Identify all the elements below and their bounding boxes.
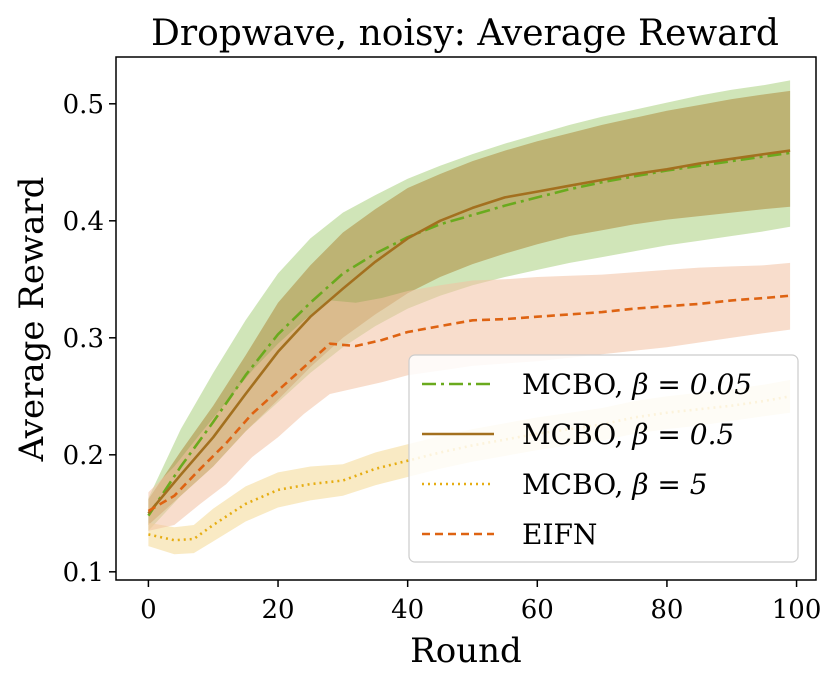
x-axis-ticks: 0 20 40 60 80 100 [140, 580, 821, 625]
chart-title: Dropwave, noisy: Average Reward [151, 13, 779, 54]
legend-label-1: MCBO, β = 0.5 [522, 418, 734, 451]
x-tick-label: 60 [521, 595, 554, 625]
series-3-band [148, 262, 791, 531]
y-tick-label: 0.3 [63, 324, 104, 354]
x-tick-label: 80 [650, 595, 683, 625]
legend-label-3: EIFN [522, 518, 597, 551]
x-tick-label: 100 [772, 595, 822, 625]
series-1-band [148, 90, 791, 526]
legend-entries: MCBO, β = 0.05 MCBO, β = 0.5 MCBO, β = 5 EI… [422, 368, 752, 551]
series-0-line [147, 151, 791, 517]
y-axis-label: Average Reward [12, 177, 52, 463]
x-tick-label: 20 [261, 595, 294, 625]
x-tick-label: 0 [140, 595, 157, 625]
y-axis-ticks: 0.1 0.2 0.3 0.4 0.5 [63, 90, 116, 588]
y-tick-label: 0.4 [63, 207, 104, 237]
x-axis-label: Round [410, 631, 522, 671]
y-tick-label: 0.2 [63, 441, 104, 471]
series-3-line [147, 294, 791, 513]
legend-label-2: MCBO, β = 5 [522, 468, 708, 501]
y-tick-label: 0.5 [63, 90, 104, 120]
series-lines [147, 149, 791, 542]
legend-box [408, 354, 799, 563]
x-tick-label: 40 [391, 595, 424, 625]
legend: MCBO, β = 0.05 MCBO, β = 0.5 MCBO, β = 5 EI… [408, 354, 799, 563]
plot-frame [115, 56, 817, 581]
legend-label-0: MCBO, β = 0.05 [522, 368, 752, 401]
y-tick-label: 0.1 [63, 558, 104, 588]
series-1-line [147, 149, 791, 515]
